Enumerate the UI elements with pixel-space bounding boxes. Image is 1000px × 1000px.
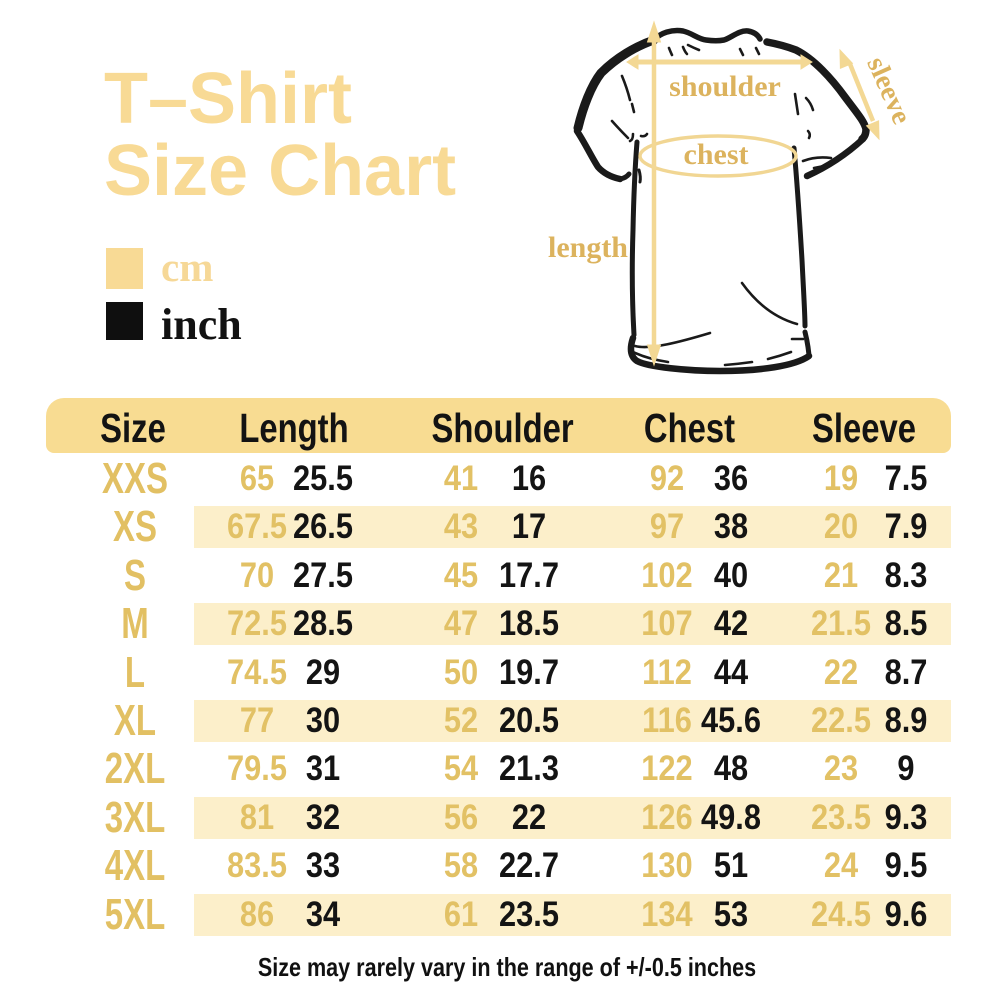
svg-text:sleeve: sleeve — [860, 52, 917, 129]
svg-text:chest: chest — [684, 138, 749, 171]
svg-text:shoulder: shoulder — [669, 70, 781, 103]
svg-text:length: length — [548, 231, 628, 264]
